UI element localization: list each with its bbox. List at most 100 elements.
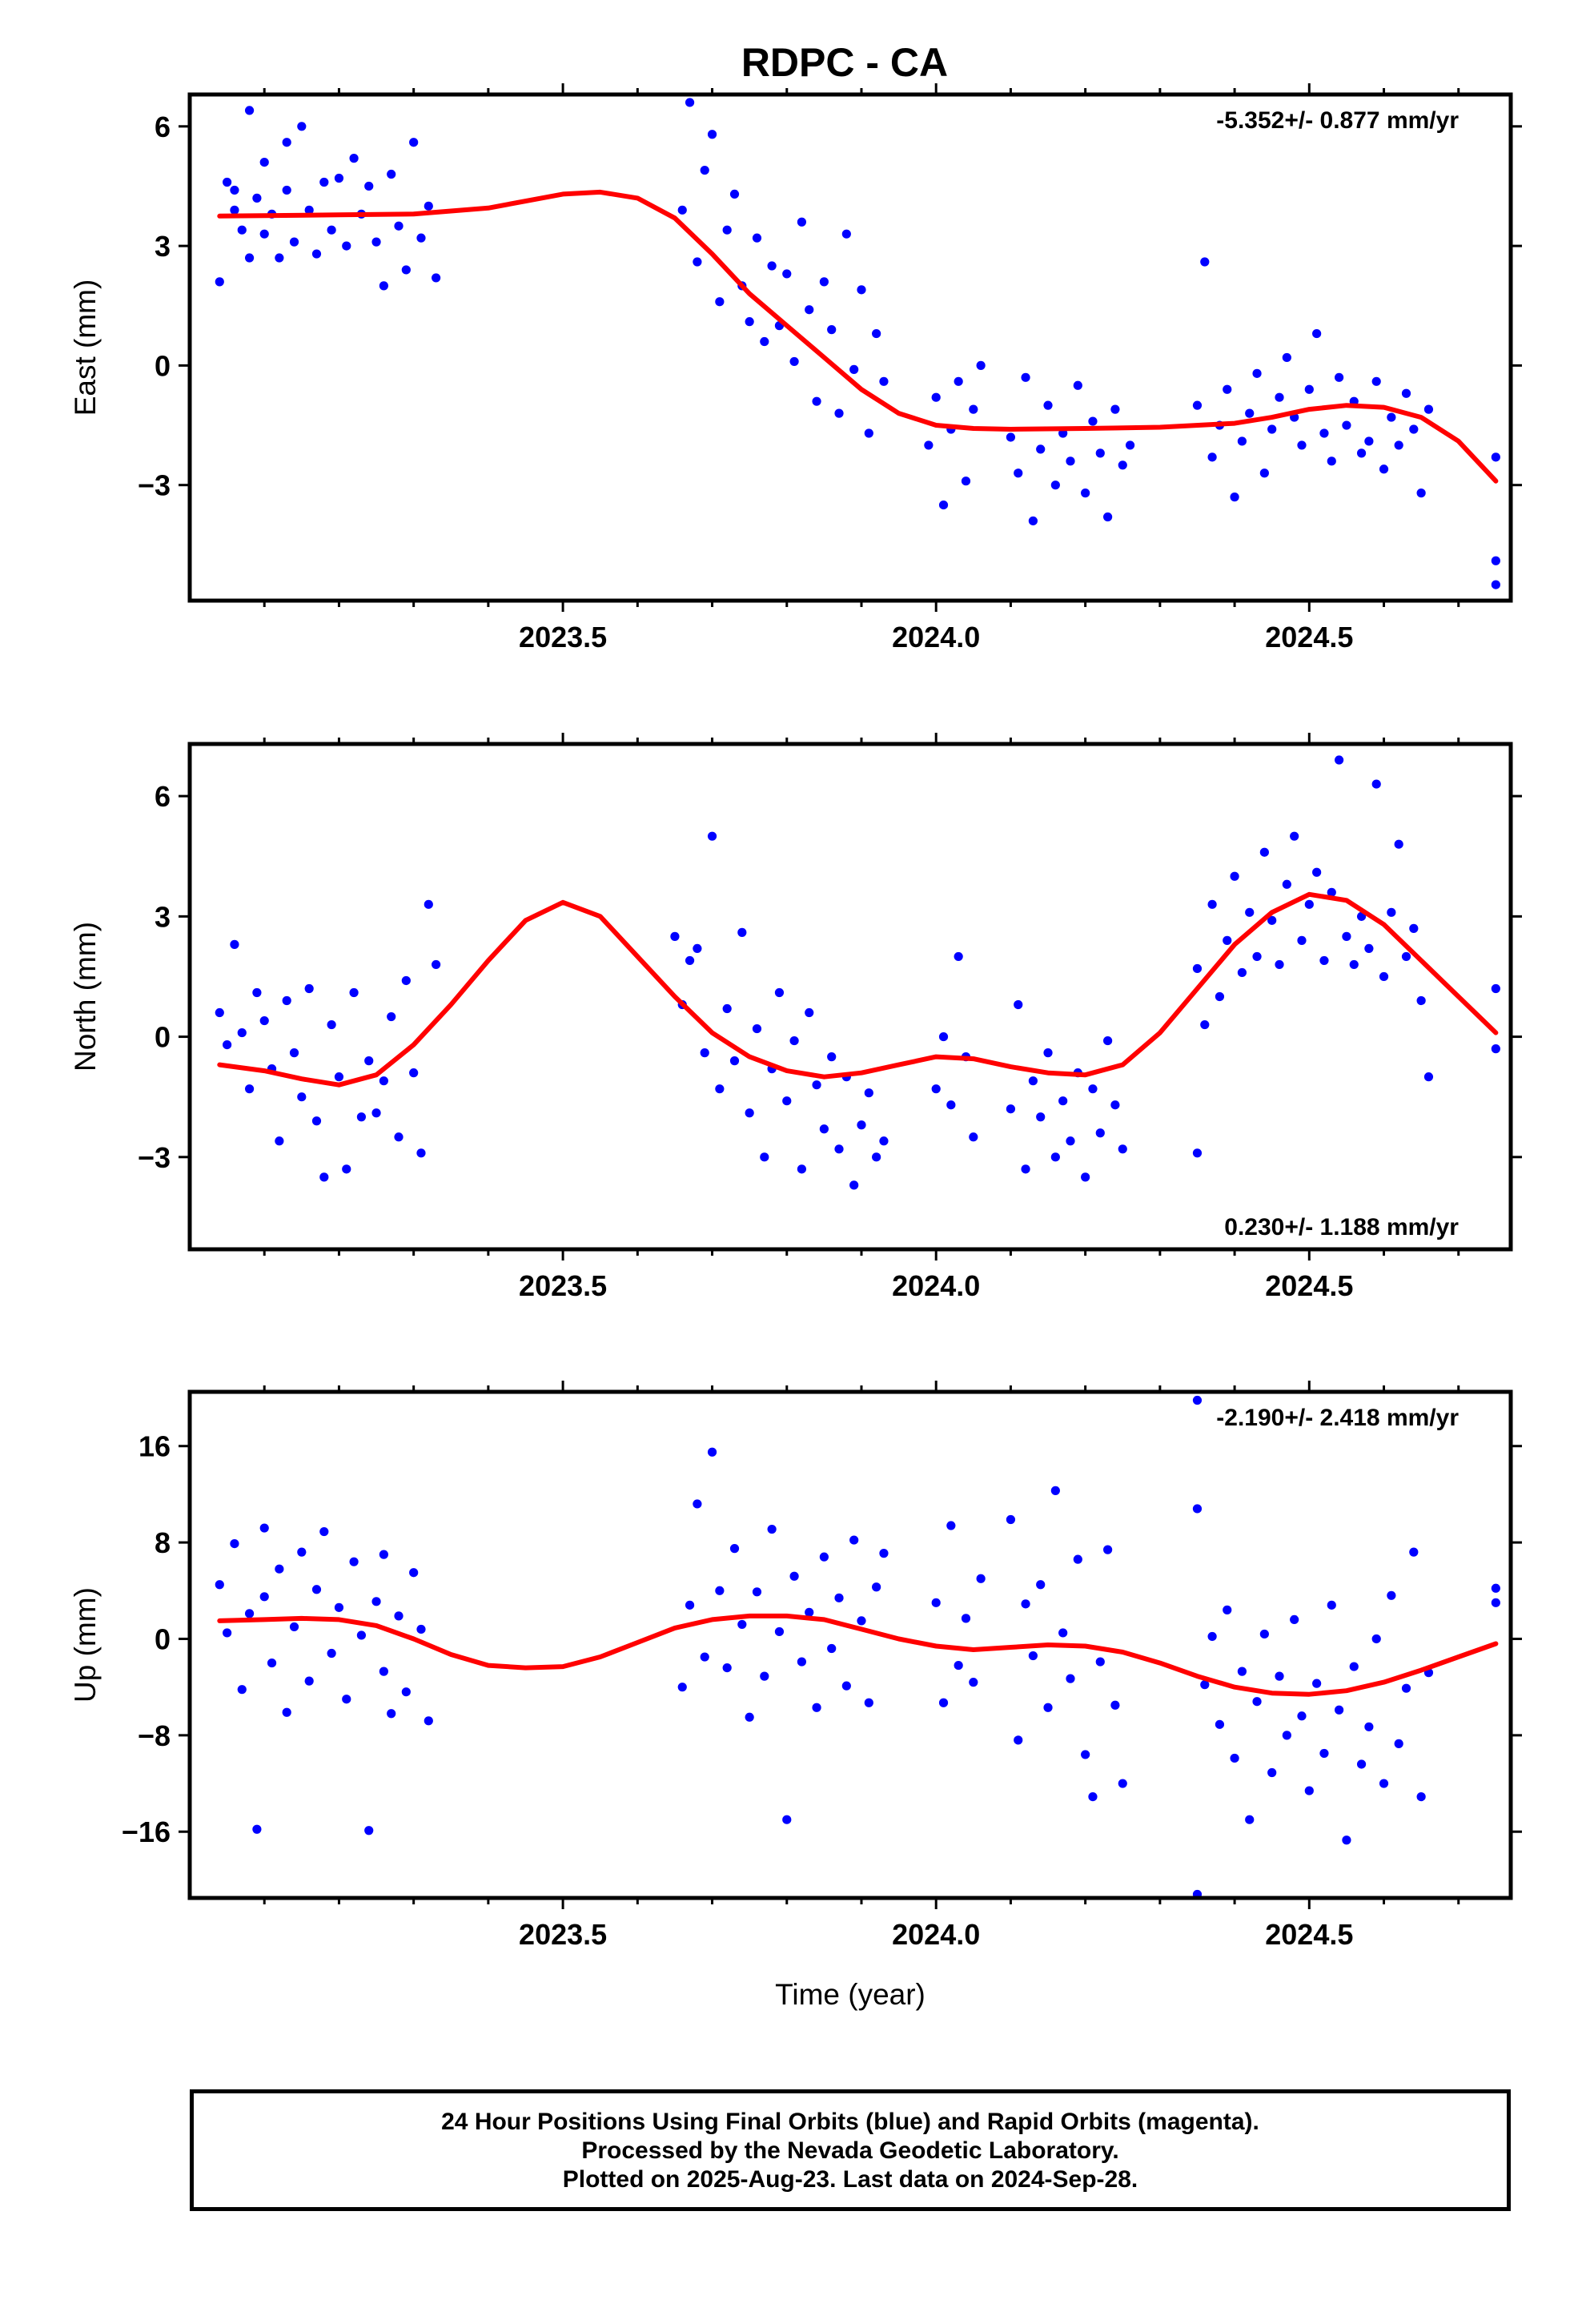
data-point	[872, 328, 881, 339]
data-point	[371, 1108, 381, 1118]
data-point	[1342, 420, 1351, 430]
data-point	[670, 931, 680, 941]
data-point	[812, 396, 821, 406]
data-point	[1259, 468, 1269, 478]
data-point	[1371, 376, 1381, 386]
data-point	[223, 1039, 232, 1050]
data-point	[275, 253, 284, 263]
data-point	[1215, 1719, 1225, 1729]
data-point	[379, 1550, 388, 1559]
data-point	[1491, 1598, 1500, 1607]
data-point	[1364, 943, 1374, 954]
data-point	[1021, 372, 1030, 382]
y-tick-label: 16	[139, 1430, 171, 1463]
data-point	[1290, 831, 1299, 841]
data-point	[700, 165, 709, 175]
data-point	[1379, 1779, 1389, 1788]
data-point	[401, 265, 411, 275]
data-point	[1267, 424, 1277, 434]
data-point	[1110, 1100, 1120, 1110]
data-point	[252, 1824, 262, 1834]
data-point	[1223, 935, 1232, 945]
data-point	[356, 1630, 367, 1640]
x-tick-label: 2023.5	[519, 1269, 607, 1302]
data-point	[857, 285, 866, 295]
data-point	[976, 360, 986, 370]
panels-group: 2023.5 2024.0 2024.5 −3 0 3 6 East (mm) -5.352+/…	[69, 83, 1522, 2011]
data-point	[342, 1164, 351, 1174]
data-point	[1043, 1048, 1053, 1058]
y-tick-label: 0	[155, 349, 171, 382]
data-point	[244, 1609, 255, 1618]
data-point	[1118, 1779, 1127, 1788]
data-point	[834, 1144, 844, 1154]
data-point	[1207, 1631, 1217, 1642]
data-point	[1304, 1786, 1314, 1795]
data-point	[782, 1815, 792, 1824]
data-point	[1297, 1711, 1307, 1721]
data-point	[364, 181, 374, 191]
data-point	[259, 229, 269, 239]
caption-line-1: 24 Hour Positions Using Final Orbits (bl…	[441, 2109, 1259, 2135]
data-point	[864, 428, 873, 438]
data-point	[1058, 1628, 1068, 1638]
y-tick-label: 0	[155, 1021, 171, 1054]
data-point	[1387, 1590, 1396, 1600]
data-point	[1364, 436, 1374, 446]
data-point	[327, 1019, 336, 1030]
fit-curve	[217, 189, 1499, 484]
y-tick-label: −16	[122, 1815, 171, 1848]
data-point	[1223, 384, 1232, 394]
data-point	[1014, 999, 1023, 1010]
data-point	[774, 1626, 785, 1637]
data-point	[327, 1648, 336, 1659]
data-point	[1118, 1144, 1127, 1154]
data-point	[797, 1164, 807, 1174]
data-point	[1230, 871, 1239, 881]
points-group	[215, 98, 1500, 589]
plot-frame	[187, 92, 1513, 603]
data-point	[1342, 931, 1351, 941]
data-point	[1319, 428, 1329, 438]
data-point	[1245, 1815, 1255, 1824]
data-point	[752, 233, 762, 243]
data-point	[700, 1048, 709, 1058]
data-point	[259, 1015, 269, 1026]
data-point	[311, 1116, 322, 1126]
data-point	[924, 440, 934, 450]
data-point	[1095, 448, 1105, 458]
data-point	[805, 1607, 814, 1617]
data-point	[1379, 464, 1389, 474]
data-point	[409, 1568, 419, 1578]
data-point	[857, 1616, 866, 1626]
data-point	[1364, 1722, 1374, 1731]
plot-frame	[187, 1389, 1513, 1900]
data-point	[371, 1597, 381, 1606]
data-point	[745, 317, 754, 327]
data-point	[1207, 452, 1217, 462]
data-point	[297, 122, 307, 131]
data-point	[334, 1072, 344, 1082]
x-tick-label: 2024.0	[892, 1269, 980, 1302]
data-point	[282, 185, 291, 195]
data-point	[1312, 1679, 1322, 1688]
x-tick-label: 2024.0	[892, 1918, 980, 1951]
data-point	[356, 1112, 367, 1122]
data-point	[1312, 867, 1322, 877]
data-point	[1349, 1662, 1359, 1671]
data-point	[1401, 388, 1411, 398]
data-point	[379, 1667, 388, 1676]
data-point	[1275, 1671, 1284, 1681]
data-point	[729, 1056, 740, 1066]
data-point	[237, 1685, 247, 1695]
points-group	[215, 755, 1500, 1190]
data-point	[1223, 1605, 1232, 1614]
data-point	[745, 1108, 754, 1118]
data-point	[1215, 991, 1225, 1002]
data-point	[1081, 1172, 1090, 1182]
data-point	[1192, 1395, 1203, 1405]
data-point	[1409, 1547, 1419, 1557]
data-point	[1371, 1634, 1381, 1644]
data-point	[1200, 1019, 1210, 1030]
data-point	[416, 233, 426, 243]
